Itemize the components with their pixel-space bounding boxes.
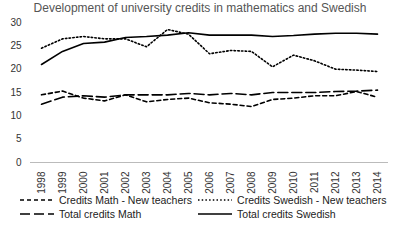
html-text:Development of university cred: Development of university credits in mat…	[33, 1, 367, 15]
svg-text:1998: 1998	[36, 171, 47, 194]
html-text:Credits Math - New teachers: Credits Math - New teachers	[59, 194, 192, 206]
svg-text:30: 30	[10, 17, 22, 28]
svg-text:2002: 2002	[120, 171, 131, 194]
svg-text:25: 25	[10, 40, 22, 51]
svg-text:2000: 2000	[78, 171, 89, 194]
svg-text:2006: 2006	[204, 171, 215, 194]
svg-text:10: 10	[10, 110, 22, 121]
svg-text:2001: 2001	[99, 171, 110, 194]
svg-text:2009: 2009	[267, 171, 278, 194]
svg-text:2003: 2003	[141, 171, 152, 194]
svg-text:2011: 2011	[309, 171, 320, 193]
svg-text:2007: 2007	[225, 171, 236, 194]
svg-text:2013: 2013	[351, 171, 362, 194]
svg-text:0: 0	[16, 157, 22, 168]
html-text:Total credits Math: Total credits Math	[59, 208, 142, 220]
svg-text:5: 5	[16, 133, 22, 144]
html-text:Credits Swedish - New teachers: Credits Swedish - New teachers	[237, 194, 387, 206]
svg-text:2005: 2005	[183, 171, 194, 194]
svg-text:2008: 2008	[246, 171, 257, 194]
svg-text:2004: 2004	[162, 171, 173, 194]
svg-text:2010: 2010	[288, 171, 299, 194]
svg-text:20: 20	[10, 63, 22, 74]
html-text:Total credits Swedish: Total credits Swedish	[237, 208, 336, 220]
svg-text:2014: 2014	[372, 171, 383, 194]
svg-text:1999: 1999	[57, 171, 68, 194]
svg-text:15: 15	[10, 87, 22, 98]
svg-text:2012: 2012	[330, 171, 341, 194]
